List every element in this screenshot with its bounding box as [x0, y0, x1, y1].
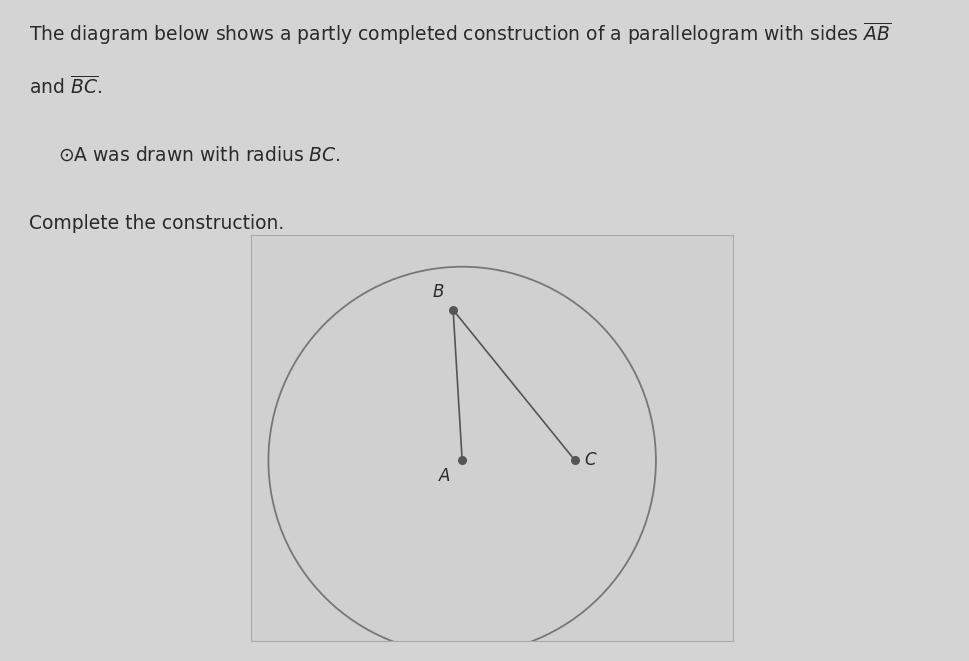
Text: Complete the construction.: Complete the construction.	[29, 214, 284, 233]
Text: B: B	[432, 283, 444, 301]
Text: C: C	[583, 451, 595, 469]
Point	[453, 455, 469, 466]
Text: The diagram below shows a partly completed construction of a parallelogram with : The diagram below shows a partly complet…	[29, 20, 891, 47]
Text: and $\overline{BC}$.: and $\overline{BC}$.	[29, 75, 102, 98]
Text: A: A	[438, 467, 450, 485]
Text: $\odot$A was drawn with radius $\mathit{BC}$.: $\odot$A was drawn with radius $\mathit{…	[58, 145, 341, 165]
Point	[445, 305, 460, 315]
Point	[567, 455, 582, 466]
